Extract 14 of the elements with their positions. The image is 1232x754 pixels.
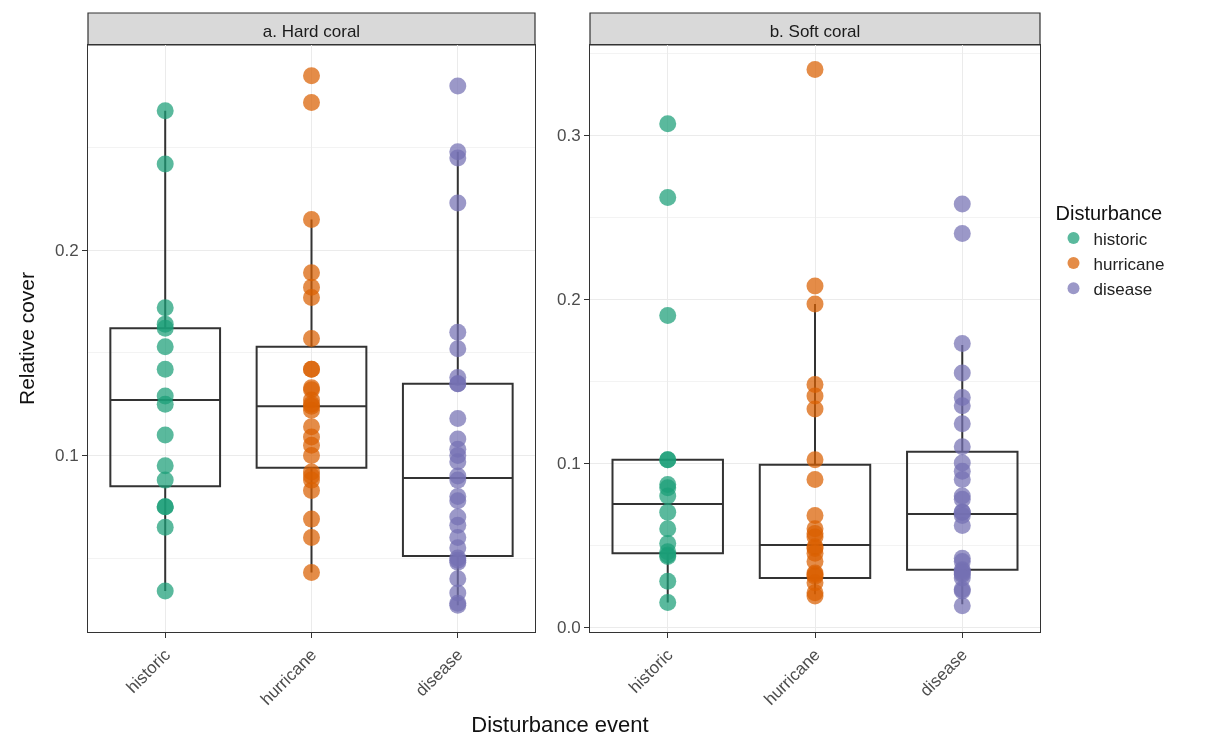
y-tick-label: 0.3 — [556, 126, 581, 146]
legend-title: Disturbance — [1055, 202, 1163, 225]
legend-label: historic — [1093, 229, 1148, 249]
y-tick-label: 0.2 — [556, 290, 581, 310]
x-axis-title: Disturbance event — [471, 712, 649, 738]
chart-title: b. Soft coral — [769, 22, 861, 41]
chart-title: a. Hard coral — [262, 22, 361, 41]
y-tick-label: 0.2 — [54, 241, 79, 261]
y-tick-label: 0.1 — [54, 446, 79, 466]
y-axis-title: Relative cover — [15, 271, 39, 406]
y-tick-label: 0.0 — [556, 618, 581, 638]
legend-label: disease — [1093, 279, 1153, 299]
y-tick-label: 0.1 — [556, 454, 581, 474]
legend-label: hurricane — [1093, 254, 1165, 274]
